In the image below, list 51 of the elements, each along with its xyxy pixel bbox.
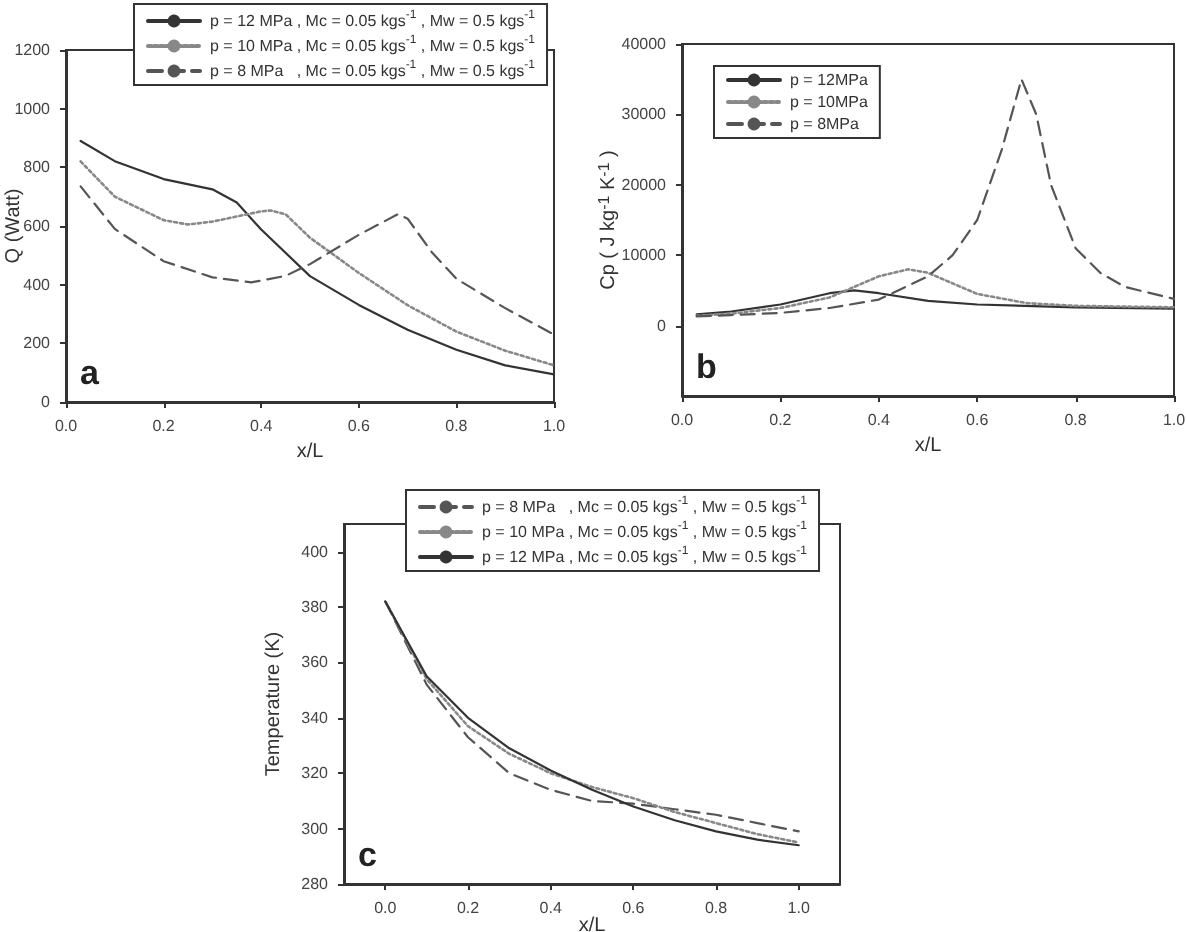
- y-tick-label: 10000: [621, 246, 668, 265]
- x-tick-label: 0.2: [456, 899, 481, 917]
- x-tick-label: 0.4: [250, 417, 274, 435]
- y-tick-label: 320: [301, 764, 330, 783]
- y-tick-label: 280: [301, 875, 330, 893]
- legend-label: p = 10MPa: [790, 93, 869, 111]
- legend-label: p = 8MPa: [790, 115, 861, 133]
- annotation: b: [696, 348, 717, 386]
- x-tick-label: 0.2: [769, 411, 793, 429]
- x-tick-label: 1.0: [542, 417, 567, 435]
- y-tick-label: 400: [301, 542, 330, 561]
- x-tick-label: 0.8: [445, 417, 469, 435]
- annotation: a: [80, 354, 100, 392]
- y-tick-label: 300: [301, 819, 330, 838]
- line-series: [695, 267, 1176, 318]
- y-axis-title: Q (Watt): [3, 188, 25, 264]
- y-tick-label: 360: [301, 653, 330, 672]
- y-tick-label: 1000: [14, 99, 52, 118]
- x-tick-label: 0.2: [152, 417, 176, 435]
- y-tick-label: 0: [657, 316, 668, 335]
- y-tick-label: 1200: [14, 41, 52, 59]
- x-tick-label: 0.6: [347, 417, 372, 435]
- x-tick-label: 1.0: [1162, 411, 1186, 429]
- y-tick-label: 200: [23, 334, 52, 353]
- x-tick-label: 0.0: [670, 411, 695, 429]
- y-tick-label: 800: [23, 158, 52, 177]
- x-tick-label: 0.4: [867, 411, 892, 429]
- y-tick-label: 600: [23, 217, 52, 235]
- x-axis-title: x/L: [914, 435, 943, 457]
- x-tick-label: 0.8: [704, 899, 729, 917]
- x-axis-title: x/L: [296, 441, 325, 463]
- line-series: [79, 185, 556, 336]
- x-tick-label: 0.6: [966, 411, 990, 429]
- x-tick-label: 1.0: [787, 899, 811, 917]
- x-tick-label: 0.8: [1064, 411, 1088, 429]
- x-axis-title: x/L: [578, 915, 607, 932]
- x-tick-label: 0.6: [622, 899, 646, 917]
- legend-label: p = 12MPa: [790, 71, 869, 89]
- y-tick-label: 40000: [621, 35, 668, 53]
- y-tick-label: 400: [23, 275, 52, 294]
- x-tick-label: 0.0: [374, 899, 398, 917]
- annotation: c: [358, 836, 377, 874]
- y-axis-title: Cp ( J kg-1 K-1 ): [595, 150, 620, 290]
- y-tick-label: 20000: [621, 175, 668, 194]
- y-tick-label: 0: [41, 393, 52, 411]
- y-tick-label: 380: [301, 598, 330, 617]
- y-tick-label: 340: [301, 708, 330, 727]
- y-axis-title: Temperature (K): [263, 631, 285, 777]
- x-tick-label: 0.0: [54, 417, 79, 435]
- y-tick-label: 30000: [621, 105, 668, 124]
- x-tick-label: 0.4: [539, 899, 563, 917]
